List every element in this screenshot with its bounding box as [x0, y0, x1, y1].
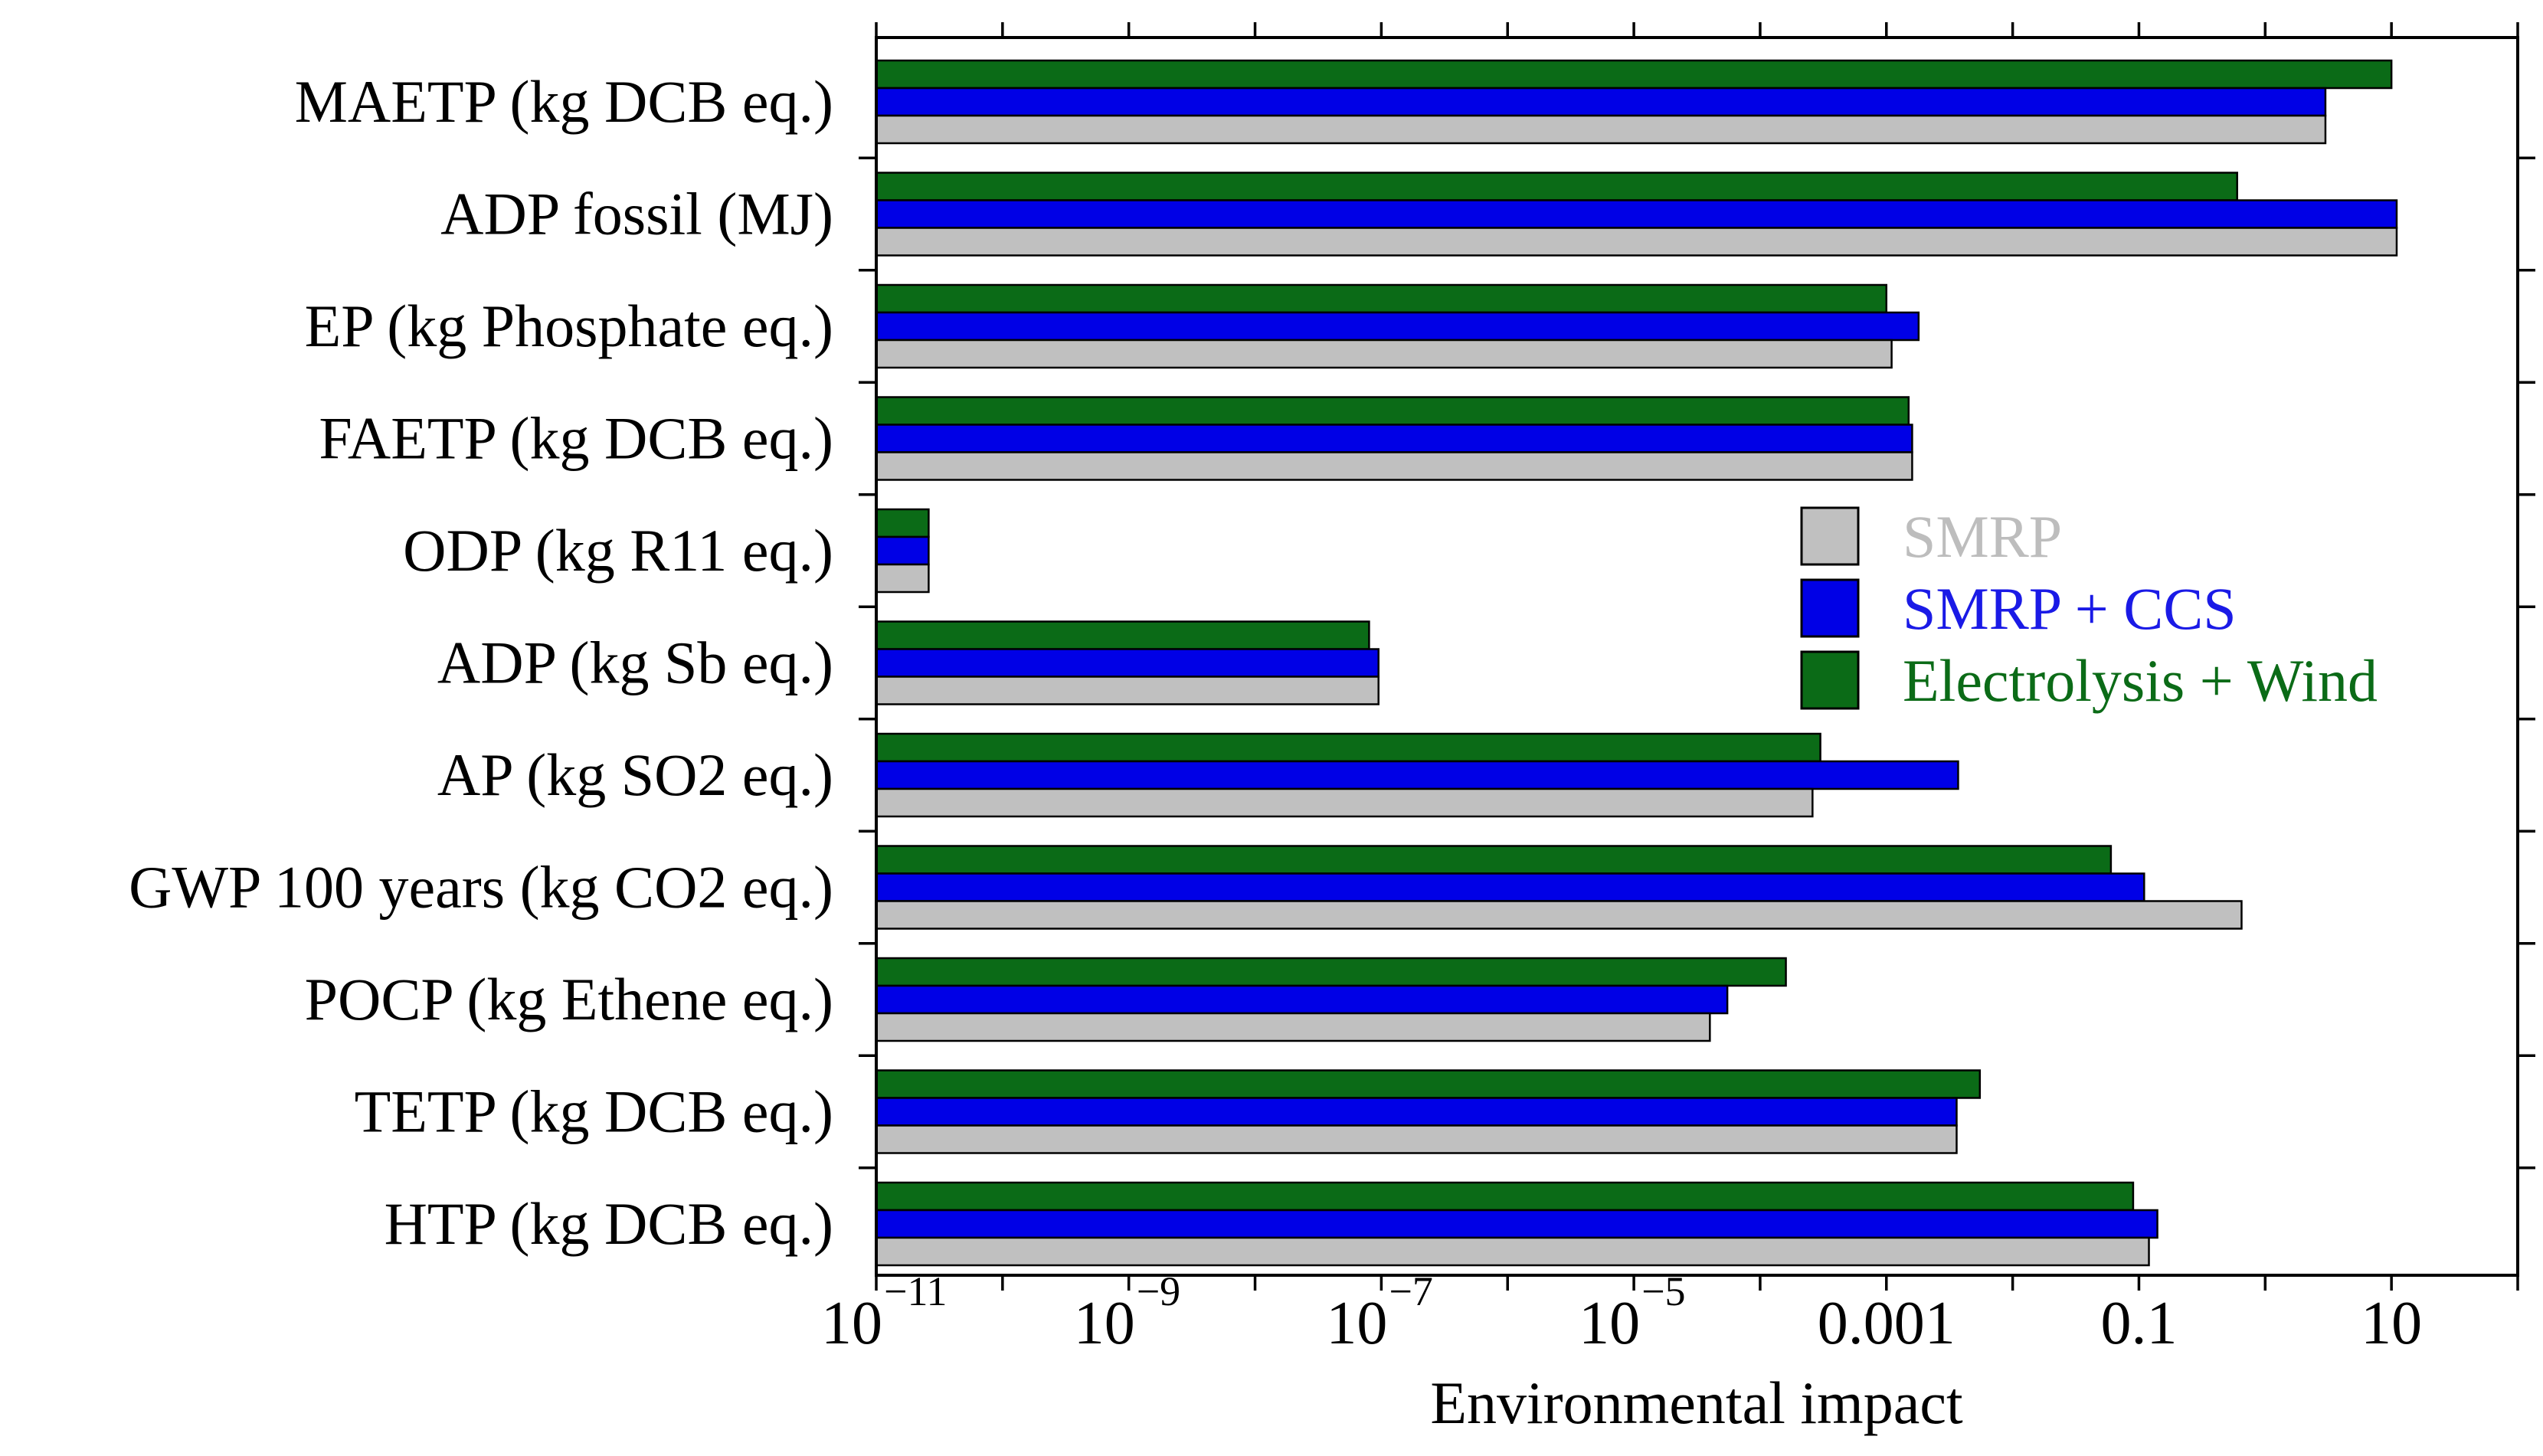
bar-smrp-ccs: [875, 760, 1959, 790]
category-label: ADP fossil (MJ): [440, 181, 833, 247]
tick-labels: 10 −11 10 −9 10 −7 10 −5 0.001 0.1 10: [821, 1268, 2422, 1357]
bar-electrolysis-wind: [875, 283, 1888, 314]
bar-smrp: [875, 114, 2327, 145]
legend-item-smrp: SMRP: [1800, 503, 2062, 570]
category-label: ADP (kg Sb eq.): [437, 630, 833, 696]
x-tick-label-base: 10: [1326, 1290, 1387, 1357]
x-tick-label-base: 10: [1074, 1290, 1135, 1357]
x-tick-label-base: 10: [821, 1290, 882, 1357]
x-tick-label-base: 10: [1579, 1290, 1640, 1357]
bar-smrp: [875, 451, 1913, 481]
ticks-layer: [859, 22, 2535, 1291]
legend-label: SMRP + CCS: [1903, 575, 2237, 642]
bar-smrp-ccs: [875, 87, 2327, 117]
bar-smrp-ccs: [875, 648, 1380, 678]
x-tick-label: 10 −5: [1579, 1268, 1685, 1357]
bar-smrp-ccs: [875, 311, 1920, 342]
x-tick-label: 10: [2361, 1290, 2422, 1357]
x-axis-title: Environmental impact: [1430, 1369, 1963, 1436]
bar-electrolysis-wind: [875, 1069, 1982, 1099]
category-label: HTP (kg DCB eq.): [385, 1190, 833, 1257]
legend-item-smrp-ccs: SMRP + CCS: [1800, 575, 2237, 642]
bar-electrolysis-wind: [875, 620, 1370, 650]
x-tick-label: 10 −9: [1074, 1268, 1180, 1357]
bar-electrolysis-wind: [875, 732, 1821, 763]
legend-swatch: [1800, 650, 1860, 710]
bars-layer: [875, 59, 2398, 1267]
category-labels: MAETP (kg DCB eq.) ADP fossil (MJ) EP (kg …: [129, 68, 833, 1257]
category-label: TETP (kg DCB eq.): [355, 1078, 833, 1145]
bar-smrp: [875, 787, 1814, 818]
x-tick-label: 0.1: [2100, 1290, 2177, 1357]
bar-smrp: [875, 676, 1380, 705]
x-tick-label: 0.001: [1818, 1290, 1956, 1357]
plot-area-frame: [875, 36, 2519, 1277]
category-label: AP (kg SO2 eq.): [437, 741, 833, 808]
bar-smrp-ccs: [875, 535, 930, 566]
bar-smrp-ccs: [875, 424, 1913, 453]
bar-smrp: [875, 227, 2398, 257]
bar-electrolysis-wind: [875, 957, 1787, 987]
bar-smrp-ccs: [875, 1209, 2158, 1239]
bar-smrp: [875, 563, 930, 594]
bar-smrp: [875, 1236, 2150, 1267]
bar-smrp: [875, 1124, 1958, 1154]
bar-smrp-ccs: [875, 984, 1729, 1015]
category-label: GWP 100 years (kg CO2 eq.): [129, 854, 833, 921]
bar-electrolysis-wind: [875, 508, 930, 538]
bar-electrolysis-wind: [875, 59, 2393, 90]
bar-smrp: [875, 900, 2243, 930]
legend-label: SMRP: [1903, 503, 2062, 570]
category-label: POCP (kg Ethene eq.): [305, 966, 833, 1032]
category-label: MAETP (kg DCB eq.): [295, 68, 833, 135]
legend-swatch: [1800, 578, 1860, 638]
category-label: ODP (kg R11 eq.): [403, 517, 833, 584]
bar-smrp: [875, 339, 1893, 369]
bar-electrolysis-wind: [875, 172, 2238, 201]
bar-smrp: [875, 1012, 1711, 1042]
bar-electrolysis-wind: [875, 845, 2113, 875]
category-label: EP (kg Phosphate eq.): [305, 293, 833, 359]
legend-swatch: [1800, 506, 1860, 566]
bar-smrp-ccs: [875, 199, 2398, 229]
category-label: FAETP (kg DCB eq.): [319, 405, 833, 472]
bar-electrolysis-wind: [875, 1181, 2135, 1212]
x-tick-label: 10 −11: [821, 1268, 947, 1357]
legend-label: Electrolysis + Wind: [1903, 647, 2378, 714]
bar-electrolysis-wind: [875, 396, 1910, 426]
legend-item-electrolysis-wind: Electrolysis + Wind: [1800, 647, 2378, 714]
bar-smrp-ccs: [875, 1097, 1958, 1127]
bar-smrp-ccs: [875, 872, 2145, 902]
